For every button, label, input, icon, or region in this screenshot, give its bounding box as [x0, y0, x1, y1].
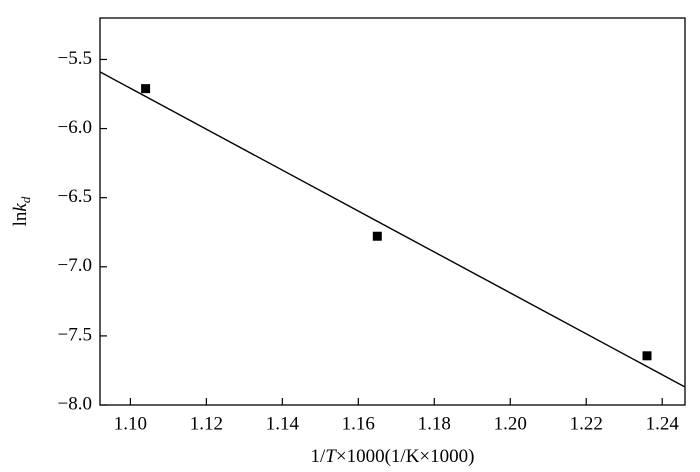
- data-point: [372, 231, 382, 241]
- plot-frame: [99, 17, 686, 406]
- x-tick-label: 1.12: [190, 413, 223, 434]
- data-point: [141, 84, 151, 94]
- fit-line: [99, 71, 686, 388]
- y-tick-label: −8.0: [58, 393, 92, 414]
- y-tick-label: −6.5: [58, 186, 92, 207]
- x-tick-label: 1.14: [266, 413, 300, 434]
- x-axis-label-part: T: [325, 446, 337, 467]
- x-tick-label: 1.22: [570, 413, 603, 434]
- x-tick-label: 1.24: [646, 413, 680, 434]
- y-axis-label-part: k: [10, 203, 31, 212]
- x-tick-label: 1.16: [342, 413, 375, 434]
- y-tick-label: −7.5: [58, 324, 92, 345]
- x-tick-label: 1.18: [418, 413, 451, 434]
- x-tick-label: 1.20: [494, 413, 527, 434]
- y-tick-label: −6.0: [58, 117, 92, 138]
- y-tick-label: −7.0: [58, 255, 92, 276]
- y-axis-label: lnkd: [10, 196, 33, 226]
- x-axis-label-part: ×1000(1/K×1000): [336, 446, 475, 467]
- data-point: [642, 351, 652, 361]
- y-axis-label-part: ln: [10, 211, 31, 226]
- x-axis-label-part: 1/: [311, 446, 327, 467]
- x-tick-label: 1.10: [114, 413, 147, 434]
- y-axis-label-part: d: [18, 196, 33, 203]
- x-axis-label: 1/T×1000(1/K×1000): [311, 446, 475, 467]
- y-tick-label: −5.5: [58, 48, 92, 69]
